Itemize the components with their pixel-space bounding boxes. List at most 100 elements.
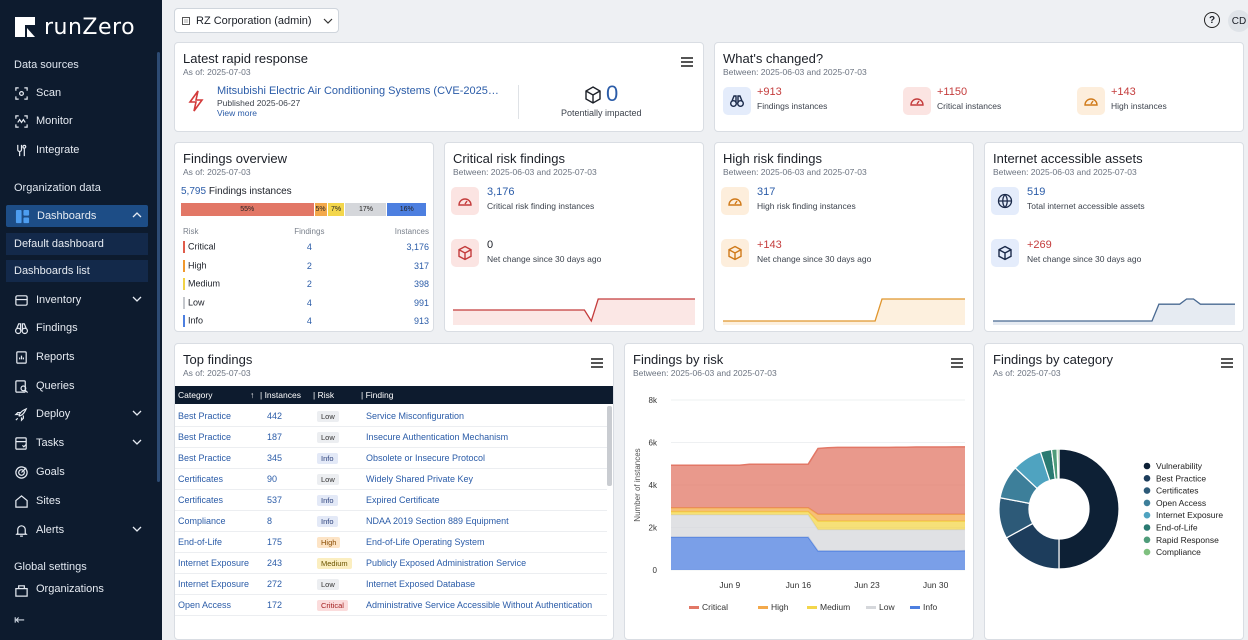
row-instances[interactable]: 175 [267, 537, 283, 547]
area-series-medium[interactable] [671, 511, 965, 530]
row-finding[interactable]: End-of-Life Operating System [366, 537, 485, 547]
row-category[interactable]: Best Practice [178, 453, 232, 463]
row-instances[interactable]: 272 [267, 579, 283, 589]
risk-instances-count[interactable]: 913 [413, 316, 429, 327]
risk-findings-count[interactable]: 2 [306, 260, 312, 271]
sidebar-item-tasks[interactable]: Tasks [14, 432, 148, 454]
sidebar-item-sites[interactable]: Sites [14, 490, 148, 512]
col-risk[interactable]: | Risk [313, 390, 335, 400]
table-row[interactable]: Best Practice 442 Low Service Misconfigurat… [175, 406, 607, 427]
card-menu-icon[interactable] [951, 358, 963, 368]
row-category[interactable]: Certificates [178, 495, 224, 505]
table-row[interactable]: Certificates 90 Low Widely Shared Private K… [175, 469, 607, 490]
sidebar-item-scan[interactable]: Scan [14, 82, 148, 104]
sidebar-item-alerts[interactable]: Alerts [14, 519, 148, 541]
avatar[interactable]: CD [1228, 10, 1248, 32]
legend-label[interactable]: End-of-Life [1156, 523, 1198, 533]
table-row[interactable]: Internet Exposure 243 Medium Publicly Expos… [175, 553, 607, 574]
table-row[interactable]: Compliance 8 Info NDAA 2019 Section 889 Equ… [175, 511, 607, 532]
risk-findings-count[interactable]: 4 [306, 242, 312, 253]
donut-slice[interactable] [1058, 448, 1120, 570]
sidebar-scrollbar[interactable] [157, 52, 160, 482]
row-instances[interactable]: 345 [267, 453, 283, 463]
organization-select[interactable]: RZ Corporation (admin) [174, 8, 339, 33]
row-instances[interactable]: 8 [267, 516, 273, 526]
risk-row[interactable]: Low 4 991 [183, 294, 429, 313]
row-instances[interactable]: 537 [267, 495, 283, 505]
row-instances[interactable]: 187 [267, 432, 283, 442]
row-finding[interactable]: Internet Exposed Database [366, 579, 476, 589]
sidebar-item-findings[interactable]: Findings [14, 317, 148, 339]
legend-label[interactable]: High [771, 602, 789, 612]
table-scrollbar[interactable] [607, 406, 612, 486]
legend-label[interactable]: Open Access [1156, 498, 1206, 508]
risk-bar-segment[interactable]: 5% [314, 203, 327, 216]
donut-slice[interactable] [1056, 448, 1060, 480]
risk-findings-count[interactable]: 2 [306, 279, 312, 290]
row-instances[interactable]: 442 [267, 411, 283, 421]
risk-row[interactable]: High 2 317 [183, 257, 429, 276]
table-row[interactable]: Open Access 172 Critical Administrative Ser… [175, 595, 607, 616]
sort-asc-icon[interactable]: ↑ [250, 390, 255, 400]
legend-label[interactable]: Compliance [1156, 547, 1201, 557]
legend-label[interactable]: Certificates [1156, 486, 1199, 496]
row-finding[interactable]: Administrative Service Accessible Withou… [366, 600, 593, 610]
row-category[interactable]: Open Access [178, 600, 232, 610]
risk-row[interactable]: Medium 2 398 [183, 275, 429, 294]
risk-row[interactable]: Critical 4 3,176 [183, 238, 429, 257]
row-category[interactable]: Best Practice [178, 411, 232, 421]
row-finding[interactable]: Obsolete or Insecure Protocol [366, 453, 486, 463]
legend-label[interactable]: Low [879, 602, 895, 612]
risk-findings-count[interactable]: 4 [306, 297, 312, 308]
sidebar-item-deploy[interactable]: Deploy [14, 403, 148, 425]
card-menu-icon[interactable] [591, 358, 603, 368]
legend-label[interactable]: Internet Exposure [1156, 510, 1223, 520]
sidebar-item-monitor[interactable]: Monitor [14, 110, 148, 132]
area-series-critical[interactable] [671, 446, 965, 515]
risk-findings-count[interactable]: 4 [306, 316, 312, 327]
row-finding[interactable]: Widely Shared Private Key [366, 474, 474, 484]
rapid-response-item-link[interactable]: Mitsubishi Electric Air Conditioning Sys… [217, 85, 499, 97]
card-menu-icon[interactable] [1221, 358, 1233, 368]
row-instances[interactable]: 243 [267, 558, 283, 568]
row-instances[interactable]: 90 [267, 474, 278, 484]
table-row[interactable]: Best Practice 187 Low Insecure Authenticati… [175, 427, 607, 448]
row-category[interactable]: Internet Exposure [178, 558, 250, 568]
sidebar-item-organizations[interactable]: Organizations [14, 583, 148, 597]
view-more-link[interactable]: View more [217, 108, 257, 118]
table-row[interactable]: Best Practice 345 Info Obsolete or Insecure… [175, 448, 607, 469]
row-finding[interactable]: NDAA 2019 Section 889 Equipment [366, 516, 509, 526]
row-finding[interactable]: Service Misconfiguration [366, 411, 465, 421]
risk-bar-segment[interactable]: 55% [181, 203, 314, 216]
sidebar-item-integrate[interactable]: Integrate [14, 139, 148, 161]
row-finding[interactable]: Insecure Authentication Mechanism [366, 432, 509, 442]
col-finding[interactable]: | Finding [361, 390, 394, 400]
row-finding[interactable]: Expired Certificate [366, 495, 440, 505]
row-finding[interactable]: Publicly Exposed Administration Service [366, 558, 527, 568]
table-row[interactable]: End-of-Life 175 High End-of-Life Operating … [175, 532, 607, 553]
sidebar-item-queries[interactable]: Queries [14, 375, 148, 397]
row-category[interactable]: End-of-Life [178, 537, 223, 547]
risk-bar-segment[interactable]: 17% [345, 203, 387, 216]
col-instances[interactable]: | Instances [260, 390, 301, 400]
row-instances[interactable]: 172 [267, 600, 283, 610]
sidebar-item-default-dashboard[interactable]: Default dashboard [6, 233, 148, 255]
collapse-sidebar-icon[interactable]: ⇤ [14, 612, 25, 627]
legend-label[interactable]: Critical [702, 602, 728, 612]
legend-label[interactable]: Best Practice [1156, 473, 1206, 483]
card-menu-icon[interactable] [681, 57, 693, 67]
risk-instances-count[interactable]: 3,176 [406, 242, 429, 253]
legend-label[interactable]: Rapid Response [1156, 535, 1219, 545]
row-category[interactable]: Best Practice [178, 432, 232, 442]
risk-bar-segment[interactable]: 7% [327, 203, 345, 216]
sidebar-item-inventory[interactable]: Inventory [14, 289, 148, 311]
risk-instances-count[interactable]: 398 [413, 279, 429, 290]
area-series-low[interactable] [671, 514, 965, 551]
risk-instances-count[interactable]: 991 [413, 297, 429, 308]
row-category[interactable]: Internet Exposure [178, 579, 250, 589]
brand-logo[interactable]: runZero [12, 14, 135, 40]
area-series-info[interactable] [671, 537, 965, 570]
help-icon[interactable]: ? [1204, 12, 1220, 28]
row-category[interactable]: Compliance [178, 516, 226, 526]
sidebar-item-goals[interactable]: Goals [14, 461, 148, 483]
